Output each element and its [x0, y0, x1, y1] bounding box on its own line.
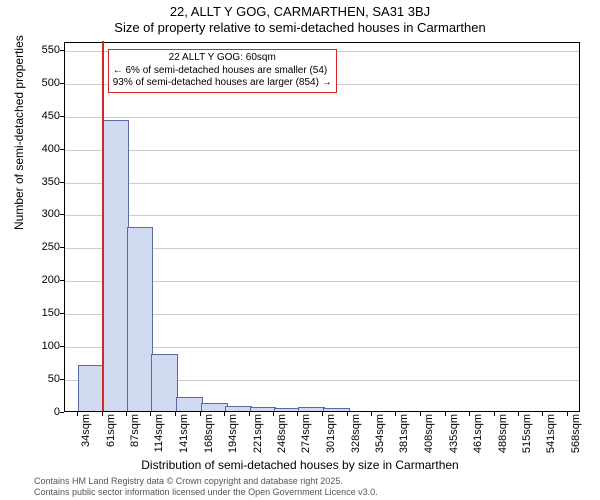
x-tick-mark — [77, 412, 78, 416]
x-tick-mark — [542, 412, 543, 416]
histogram-bar — [323, 408, 350, 411]
x-tick-label: 568sqm — [570, 414, 582, 453]
histogram-bar — [298, 407, 325, 411]
x-tick-label: 221sqm — [252, 414, 264, 453]
x-tick-mark — [249, 412, 250, 416]
x-tick-label: 381sqm — [398, 414, 410, 453]
x-tick-label: 435sqm — [448, 414, 460, 453]
x-tick-mark — [322, 412, 323, 416]
y-tick-label: 50 — [4, 373, 60, 385]
x-tick-mark — [273, 412, 274, 416]
y-tick-label: 450 — [4, 110, 60, 122]
histogram-bar — [103, 120, 130, 411]
x-tick-mark — [297, 412, 298, 416]
plot-area: 22 ALLT Y GOG: 60sqm← 6% of semi-detache… — [64, 42, 580, 412]
marker-line — [102, 41, 104, 411]
x-tick-mark — [347, 412, 348, 416]
x-tick-label: 488sqm — [497, 414, 509, 453]
x-tick-label: 87sqm — [129, 414, 141, 447]
y-tick-mark — [60, 149, 64, 150]
histogram-bar — [176, 397, 203, 411]
y-tick-label: 0 — [4, 406, 60, 418]
histogram-bar — [201, 403, 228, 411]
y-tick-mark — [60, 412, 64, 413]
footer-line2: Contains public sector information licen… — [34, 487, 378, 497]
x-tick-mark — [150, 412, 151, 416]
callout-line: ← 6% of semi-detached houses are smaller… — [113, 65, 332, 78]
x-tick-mark — [224, 412, 225, 416]
y-tick-label: 400 — [4, 143, 60, 155]
y-axis-label: Number of semi-detached properties — [12, 35, 26, 230]
footer-line1: Contains HM Land Registry data © Crown c… — [34, 476, 343, 486]
x-tick-label: 515sqm — [521, 414, 533, 453]
histogram-bar — [127, 227, 154, 411]
x-tick-mark — [420, 412, 421, 416]
callout-line: 93% of semi-detached houses are larger (… — [113, 77, 332, 90]
chart-container: 22, ALLT Y GOG, CARMARTHEN, SA31 3BJ Siz… — [0, 0, 600, 500]
y-tick-label: 550 — [4, 44, 60, 56]
x-tick-label: 114sqm — [153, 414, 165, 452]
marker-callout: 22 ALLT Y GOG: 60sqm← 6% of semi-detache… — [108, 49, 337, 93]
y-tick-label: 100 — [4, 340, 60, 352]
x-tick-label: 408sqm — [423, 414, 435, 453]
chart-title-line2: Size of property relative to semi-detach… — [0, 20, 600, 35]
x-tick-label: 541sqm — [545, 414, 557, 453]
x-tick-mark — [445, 412, 446, 416]
y-tick-mark — [60, 280, 64, 281]
x-tick-label: 461sqm — [472, 414, 484, 453]
histogram-bar — [250, 407, 277, 411]
histogram-bar — [274, 408, 301, 411]
x-tick-mark — [395, 412, 396, 416]
y-tick-label: 500 — [4, 77, 60, 89]
y-tick-label: 250 — [4, 241, 60, 253]
y-tick-label: 350 — [4, 176, 60, 188]
x-tick-mark — [200, 412, 201, 416]
y-tick-mark — [60, 50, 64, 51]
y-tick-mark — [60, 346, 64, 347]
x-tick-label: 61sqm — [105, 414, 117, 447]
x-tick-label: 141sqm — [178, 414, 190, 453]
grid-line — [65, 215, 579, 216]
y-tick-label: 150 — [4, 307, 60, 319]
x-tick-mark — [371, 412, 372, 416]
y-tick-mark — [60, 379, 64, 380]
chart-title-line1: 22, ALLT Y GOG, CARMARTHEN, SA31 3BJ — [0, 4, 600, 19]
x-tick-mark — [102, 412, 103, 416]
histogram-bar — [151, 354, 178, 411]
y-tick-label: 200 — [4, 274, 60, 286]
x-tick-label: 274sqm — [300, 414, 312, 453]
x-tick-label: 34sqm — [80, 414, 92, 447]
x-axis-label: Distribution of semi-detached houses by … — [0, 458, 600, 472]
grid-line — [65, 150, 579, 151]
x-tick-label: 194sqm — [227, 414, 239, 453]
x-tick-mark — [175, 412, 176, 416]
y-tick-mark — [60, 116, 64, 117]
y-tick-mark — [60, 313, 64, 314]
x-tick-label: 301sqm — [325, 414, 337, 453]
grid-line — [65, 117, 579, 118]
grid-line — [65, 183, 579, 184]
histogram-bar — [78, 365, 105, 411]
y-tick-mark — [60, 214, 64, 215]
x-tick-mark — [518, 412, 519, 416]
y-tick-mark — [60, 83, 64, 84]
callout-line: 22 ALLT Y GOG: 60sqm — [113, 52, 332, 65]
x-tick-mark — [494, 412, 495, 416]
histogram-bar — [225, 406, 252, 411]
y-tick-label: 300 — [4, 208, 60, 220]
x-tick-mark — [126, 412, 127, 416]
x-tick-mark — [567, 412, 568, 416]
x-tick-label: 248sqm — [276, 414, 288, 453]
y-tick-mark — [60, 182, 64, 183]
x-tick-label: 328sqm — [350, 414, 362, 453]
x-tick-label: 168sqm — [203, 414, 215, 453]
y-tick-mark — [60, 247, 64, 248]
x-tick-mark — [469, 412, 470, 416]
x-tick-label: 354sqm — [374, 414, 386, 453]
